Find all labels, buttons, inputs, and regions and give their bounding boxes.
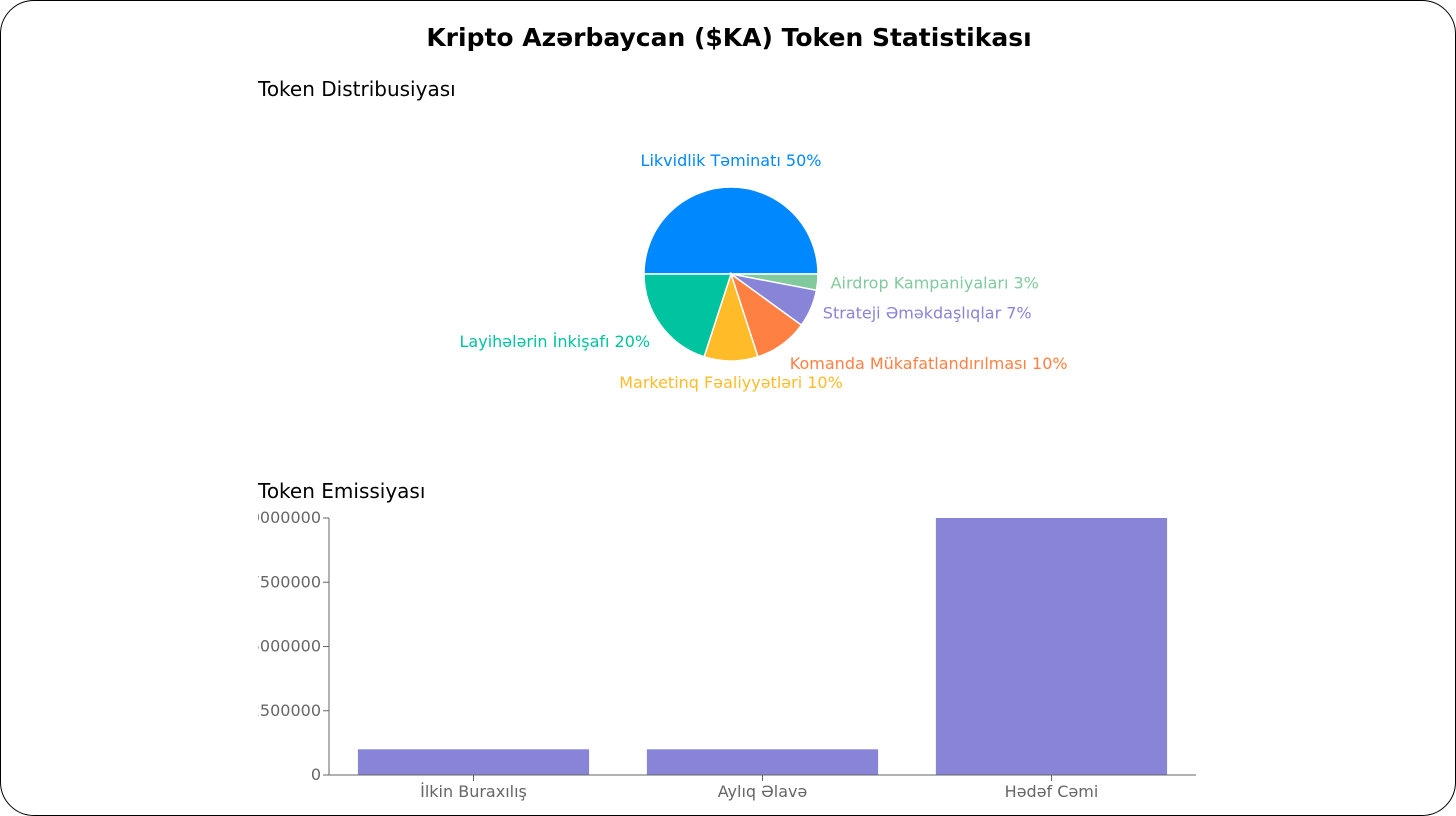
y-tick-label: 0 — [311, 765, 321, 784]
pie-slice-layihelerin-inkisafi[interactable] — [643, 273, 733, 358]
bar-hedef-cemi[interactable] — [935, 518, 1168, 775]
pie-label-strateji-emekdasliqlar: Strateji Əməkdaşlıqlar 7% — [823, 304, 1032, 323]
x-tick-label: Aylıq Əlavə — [718, 782, 808, 801]
y-tick-label: 5000000 — [250, 637, 321, 656]
pie-label-airdrop-kampaniyalari: Airdrop Kampaniyaları 3% — [831, 273, 1039, 292]
pie-label-likvidlik-teminati: Likvidlik Təminatı 50% — [641, 151, 822, 170]
y-tick-label: 10000000 — [240, 508, 321, 527]
pie-slices — [643, 186, 819, 362]
x-tick-label: İlkin Buraxılış — [420, 782, 527, 801]
y-tick-label: 2500000 — [250, 701, 321, 720]
pie-label-marketinq-fealiyyetleri: Marketinq Fəaliyyətləri 10% — [619, 373, 843, 392]
bar-ilkin-buraxilis[interactable] — [357, 749, 590, 775]
y-tick-label: 7500000 — [250, 572, 321, 591]
pie-label-komanda-mukafatlandirilmasi: Komanda Mükafatlandırılması 10% — [790, 354, 1068, 373]
bar-chart: 0 2500000 5000000 7500000 10000000 İlkin Bura… — [240, 508, 1196, 801]
bar-chart-title: Token Emissiyası — [258, 479, 426, 503]
pie-slice-likvidlik-teminati[interactable] — [643, 186, 819, 275]
pie-label-layihelerin-inkisafi: Layihələrin İnkişafı 20% — [460, 332, 651, 351]
page-title: Kripto Azərbaycan ($KA) Token Statistika… — [426, 23, 1032, 52]
bar-ayliq-elave[interactable] — [646, 749, 879, 775]
pie-chart-title: Token Distribusiyası — [258, 77, 456, 101]
x-tick-label: Hədəf Cəmi — [1005, 782, 1099, 801]
